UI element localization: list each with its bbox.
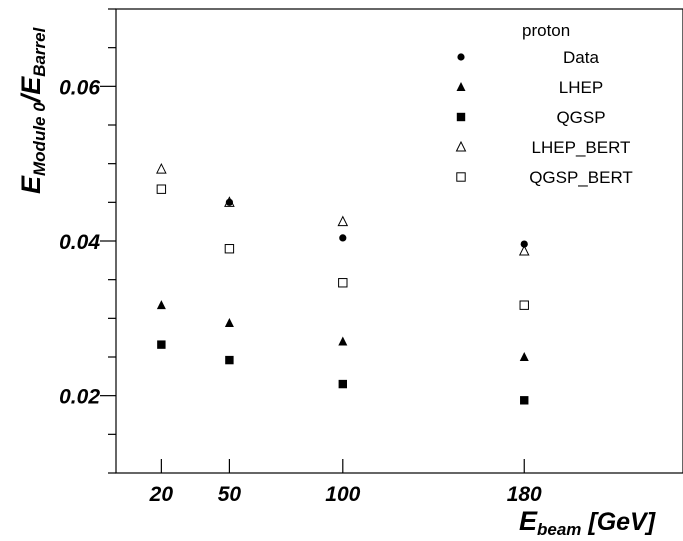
data-point: [456, 112, 466, 122]
data-point: [455, 140, 467, 152]
data-point: [338, 379, 347, 389]
data-point: [224, 244, 235, 254]
data-point: [337, 215, 349, 227]
data-point: [225, 355, 234, 365]
data-point: [518, 244, 530, 256]
x-axis-title: Ebeam [GeV]: [519, 506, 657, 539]
x-tick-label: 180: [507, 483, 542, 506]
data-point: [456, 82, 466, 91]
x-tick-label: 50: [218, 483, 242, 506]
y-tick-labels: 0.02 0.04 0.06: [59, 76, 100, 408]
data-point: [457, 53, 465, 61]
y-tick-label: 0.06: [59, 76, 100, 99]
legend: proton Data LHEP QGSP LHEP_BERT QGSP_BERT: [455, 21, 633, 187]
data-point: [456, 172, 466, 182]
y-tick-label: 0.02: [59, 386, 100, 409]
data-point: [156, 300, 166, 310]
data-point: [157, 340, 166, 349]
data-point: [338, 336, 348, 346]
data-point: [156, 184, 167, 194]
x-tick-labels: 20 50 100 180: [149, 483, 542, 506]
data-point: [224, 317, 234, 327]
data-point: [520, 396, 529, 405]
legend-label: QGSP_BERT: [529, 168, 633, 187]
legend-header: proton: [522, 21, 570, 40]
data-point: [520, 240, 528, 248]
y-tick-label: 0.04: [59, 231, 100, 254]
legend-label: LHEP_BERT: [532, 138, 631, 157]
axis-ticks: [100, 8, 525, 474]
legend-label: QGSP: [556, 108, 605, 127]
data-point: [225, 198, 233, 206]
data-point: [156, 162, 167, 174]
legend-label: LHEP: [559, 78, 603, 97]
x-tick-label: 100: [325, 483, 360, 506]
legend-label: Data: [563, 48, 599, 67]
y-axis-title: EModule 0/EBarrel: [16, 26, 49, 194]
data-point: [519, 300, 529, 310]
x-tick-label: 20: [149, 483, 174, 506]
data-point: [519, 352, 529, 361]
data-point: [339, 234, 347, 242]
data-point: [338, 278, 348, 288]
data-markers: [156, 162, 530, 405]
